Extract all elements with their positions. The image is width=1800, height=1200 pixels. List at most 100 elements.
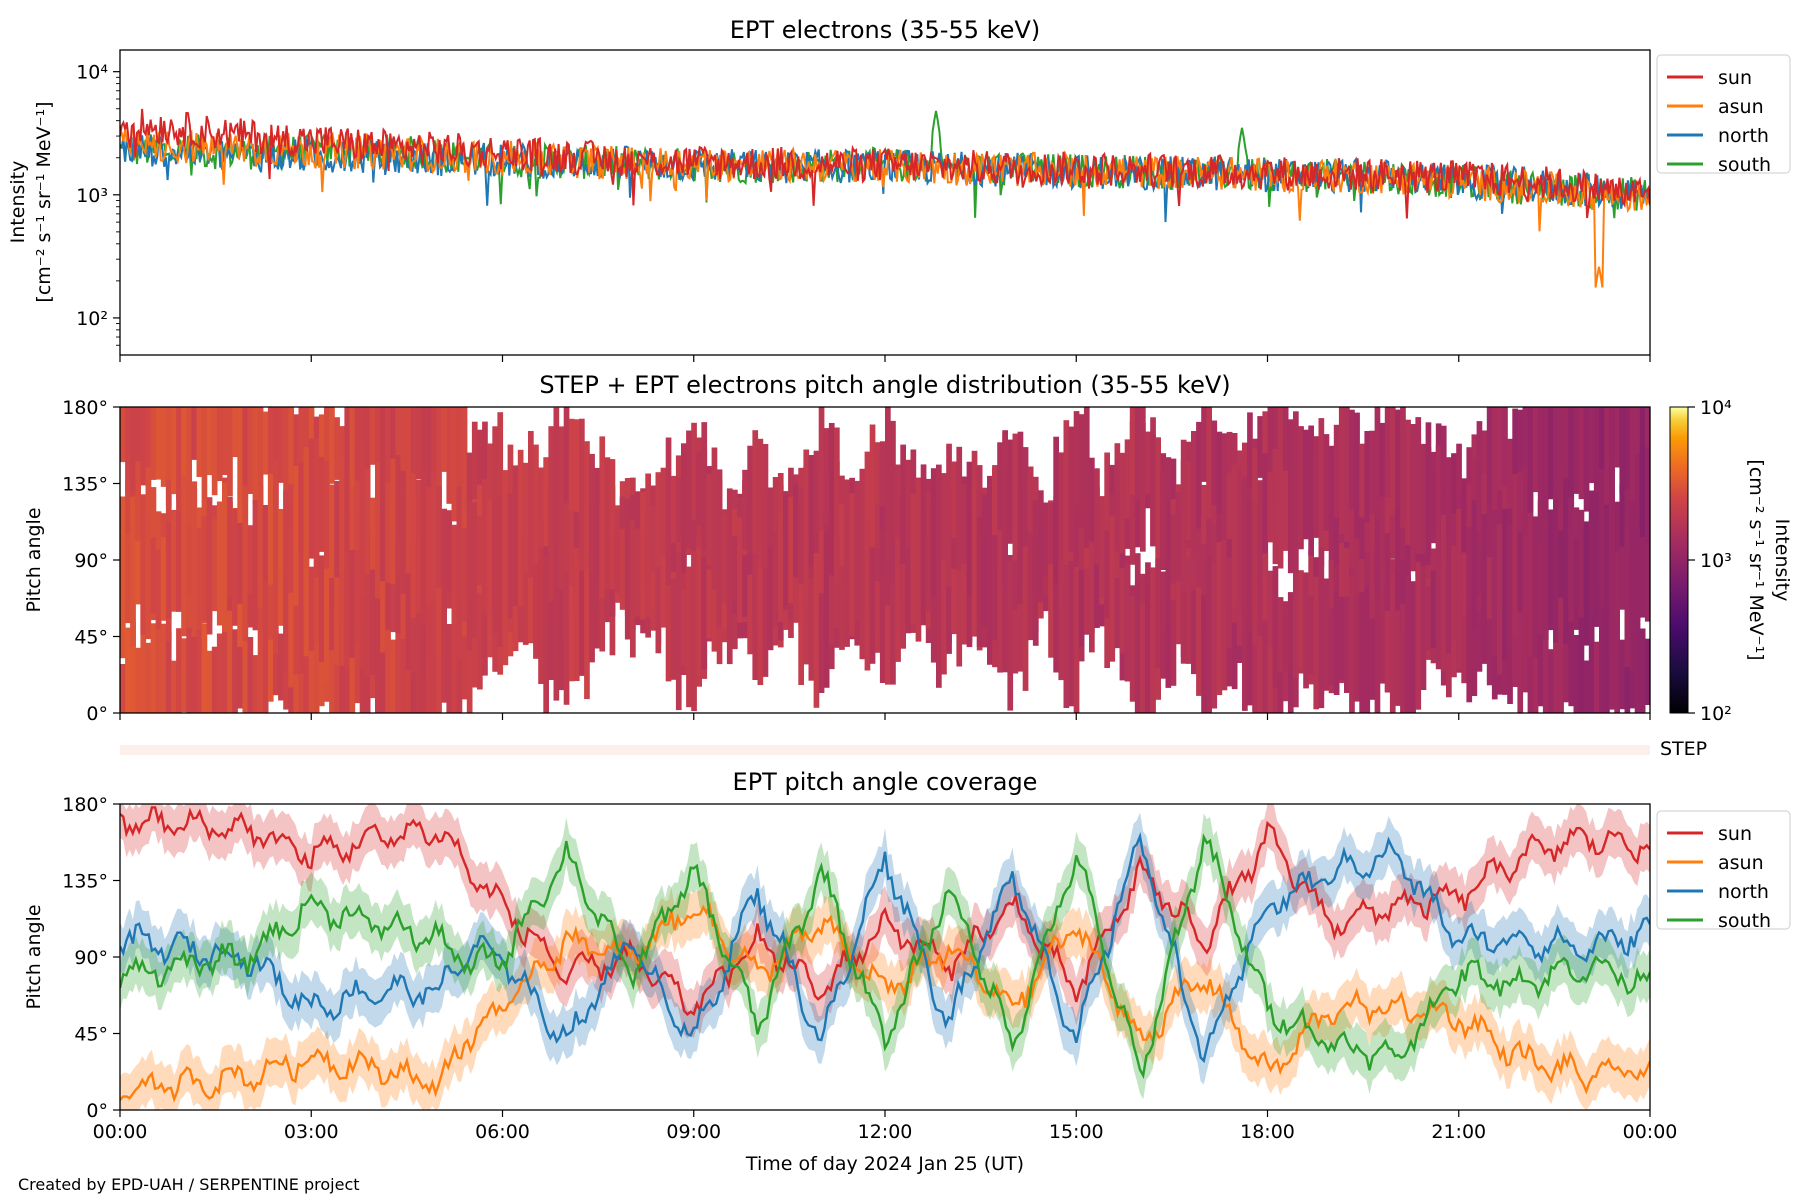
heatmap-cell xyxy=(1614,552,1620,621)
heatmap-cell xyxy=(1548,509,1554,631)
heatmap-cell xyxy=(548,426,555,555)
heatmap-cell xyxy=(701,422,708,551)
heatmap-cell xyxy=(589,453,595,575)
y-tick-label: 45° xyxy=(74,1024,108,1046)
heatmap-cell xyxy=(201,407,208,502)
heatmap-cell xyxy=(405,407,412,492)
heatmap-cell xyxy=(1252,501,1258,645)
heatmap-cell xyxy=(1333,476,1340,583)
heatmap-cell xyxy=(354,626,361,704)
heatmap-cell xyxy=(1216,431,1223,514)
heatmap-cell xyxy=(1512,610,1518,687)
heatmap-cell xyxy=(1191,590,1197,675)
heatmap-cell xyxy=(609,459,616,590)
heatmap-cell xyxy=(492,426,498,549)
heatmap-cell xyxy=(563,486,570,584)
heatmap-cell xyxy=(1609,630,1615,710)
heatmap-cell xyxy=(1247,500,1253,633)
heatmap-cell xyxy=(798,487,804,585)
heatmap-cell xyxy=(375,532,381,679)
heatmap-cell xyxy=(1364,585,1371,713)
heatmap-cell xyxy=(125,533,131,624)
heatmap-cell xyxy=(1318,579,1325,709)
heatmap-cell xyxy=(1558,407,1564,530)
heatmap-cell xyxy=(895,464,901,538)
heatmap-cell xyxy=(1471,500,1478,630)
heatmap-cell xyxy=(1634,527,1641,622)
heatmap-cell xyxy=(1384,463,1391,582)
heatmap-cell xyxy=(293,414,300,488)
heatmap-cell xyxy=(1604,507,1610,619)
heatmap-cell xyxy=(579,570,585,676)
heatmap-cell xyxy=(1609,493,1615,652)
heatmap-cell xyxy=(961,484,968,564)
heatmap-cell xyxy=(181,638,187,713)
heatmap-cell xyxy=(1109,515,1116,662)
heatmap-cell xyxy=(1257,519,1263,637)
heatmap-cell xyxy=(900,444,906,590)
heatmap-cell xyxy=(716,469,723,628)
heatmap-cell xyxy=(206,497,213,635)
heatmap-cell xyxy=(757,438,764,594)
heatmap-cell xyxy=(834,548,840,629)
heatmap-cell xyxy=(1201,595,1207,713)
credit-text: Created by EPD-UAH / SERPENTINE project xyxy=(18,1175,360,1194)
heatmap-cell xyxy=(997,530,1003,673)
heatmap-cell xyxy=(1145,431,1151,494)
heatmap-cell xyxy=(395,541,402,634)
heatmap-cell xyxy=(706,569,713,639)
heatmap-cell xyxy=(1395,531,1401,675)
panel2-yaxis: 0° 45° 90° 135° 180° xyxy=(62,397,120,725)
heatmap-cell xyxy=(1267,604,1274,713)
heatmap-cell xyxy=(354,407,361,512)
heatmap-cell xyxy=(650,506,657,572)
heatmap-cell xyxy=(1349,576,1355,713)
heatmap-cell xyxy=(1354,516,1360,673)
heatmap-cell xyxy=(288,484,294,593)
colorbar-label-line1: Intensity xyxy=(1771,519,1793,602)
heatmap-cell xyxy=(543,555,549,713)
heatmap-cell xyxy=(1165,500,1172,624)
heatmap-cell xyxy=(930,540,937,663)
heatmap-cell xyxy=(446,407,453,504)
x-tick-label: 15:00 xyxy=(1049,1121,1104,1143)
heatmap-cell xyxy=(1236,468,1243,613)
y-tick-label: 45° xyxy=(74,627,108,649)
heatmap-cell xyxy=(874,442,881,504)
heatmap-cell xyxy=(1160,597,1167,679)
heatmap-cell xyxy=(1639,537,1646,618)
heatmap-cell xyxy=(1517,531,1524,613)
heatmap-cell xyxy=(211,407,218,496)
heatmap-cell xyxy=(1073,411,1080,506)
heatmap-cell xyxy=(1124,563,1131,682)
heatmap-cell xyxy=(1599,530,1605,601)
heatmap-cell xyxy=(232,407,238,458)
heatmap-cell xyxy=(1395,610,1401,706)
heatmap-cell xyxy=(1369,430,1376,514)
x-tick-label: 03:00 xyxy=(284,1121,339,1143)
heatmap-cell xyxy=(431,478,437,599)
heatmap-cell xyxy=(941,473,947,561)
heatmap-cell xyxy=(216,633,223,713)
heatmap-cell xyxy=(145,513,152,640)
heatmap-cell xyxy=(1400,407,1406,528)
heatmap-cell xyxy=(1170,525,1177,686)
heatmap-cell xyxy=(165,631,172,713)
heatmap-cell xyxy=(905,459,912,556)
panel-intensity: EPT electrons (35-55 keV) 10² 10³ 10⁴ Inte… xyxy=(7,16,1791,362)
heatmap-cell xyxy=(645,473,651,618)
heatmap-cell xyxy=(747,574,753,655)
heatmap-cell xyxy=(584,441,590,570)
heatmap-cell xyxy=(1507,630,1513,704)
heatmap-cell xyxy=(573,548,580,681)
heatmap-cell xyxy=(278,529,284,626)
heatmap-cell xyxy=(471,421,478,554)
heatmap-cell xyxy=(196,616,203,713)
heatmap-cell xyxy=(222,407,228,475)
heatmap-cell xyxy=(482,479,488,615)
heatmap-cell xyxy=(497,497,504,647)
heatmap-cell xyxy=(1486,557,1493,620)
panel1-title: EPT electrons (35-55 keV) xyxy=(730,16,1040,44)
heatmap-cell xyxy=(135,647,141,713)
heatmap-cell xyxy=(1328,445,1335,525)
